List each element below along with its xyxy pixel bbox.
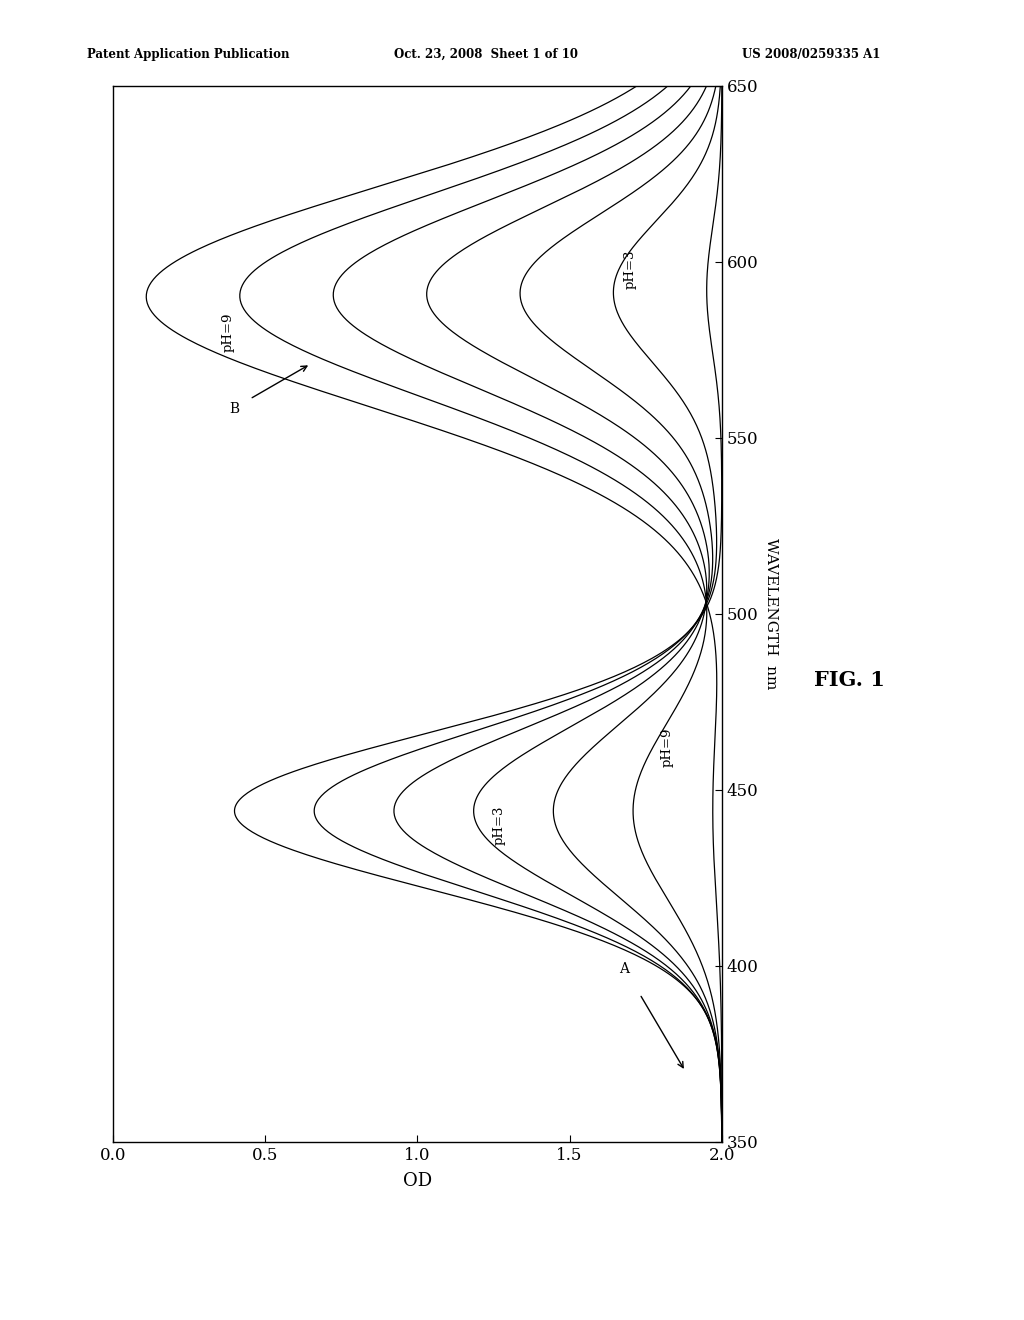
- Text: Patent Application Publication: Patent Application Publication: [87, 49, 290, 61]
- Text: A: A: [620, 962, 630, 975]
- Text: Oct. 23, 2008  Sheet 1 of 10: Oct. 23, 2008 Sheet 1 of 10: [394, 49, 579, 61]
- Y-axis label: WAVELENGTH  nm: WAVELENGTH nm: [764, 539, 778, 689]
- Text: pH=9: pH=9: [222, 313, 234, 352]
- Text: B: B: [229, 403, 240, 416]
- Text: US 2008/0259335 A1: US 2008/0259335 A1: [742, 49, 881, 61]
- Text: pH=3: pH=3: [624, 249, 637, 289]
- Text: pH=9: pH=9: [660, 727, 674, 767]
- Text: pH=3: pH=3: [493, 805, 506, 845]
- X-axis label: OD: OD: [402, 1172, 432, 1191]
- Text: FIG. 1: FIG. 1: [814, 671, 885, 690]
